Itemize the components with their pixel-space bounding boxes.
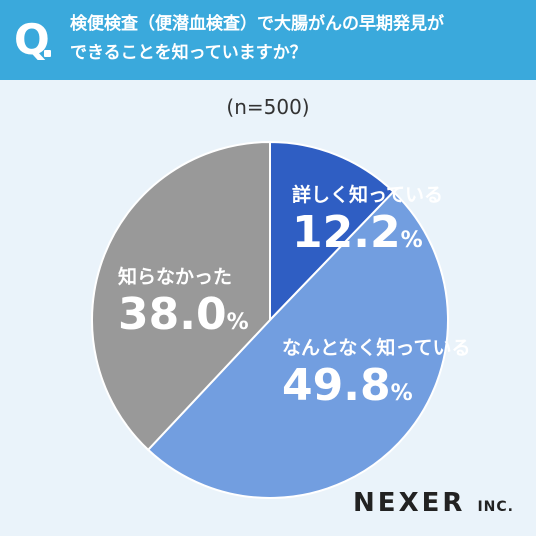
question-text: 検便検査（便潜血検査）で大腸がんの早期発見が できることを知っていますか？ xyxy=(70,10,526,68)
sample-size: (n=500) xyxy=(226,95,310,119)
slice-value-detailed: 12.2% xyxy=(292,207,423,258)
slice-label-detailed: 詳しく知っている 12.2% xyxy=(292,183,443,267)
slice-value-unaware: 38.0% xyxy=(118,289,249,340)
pie-slice-unaware xyxy=(91,140,271,452)
question-dot xyxy=(44,50,51,57)
question-line-2: できることを知っていますか？ xyxy=(70,43,307,63)
slice-name-unaware: 知らなかった xyxy=(118,266,233,288)
slice-name-vaguely: なんとなく知っている xyxy=(282,337,471,359)
question-header: Q 検便検査（便潜血検査）で大腸がんの早期発見が できることを知っていますか？ xyxy=(0,0,536,80)
pie-slice-detailed xyxy=(269,140,395,323)
slice-label-vaguely: なんとなく知っている 49.8% xyxy=(282,336,470,420)
question-line-1: 検便検査（便潜血検査）で大腸がんの早期発見が xyxy=(70,14,444,34)
slice-name-detailed: 詳しく知っている xyxy=(292,184,444,206)
question-mark: Q xyxy=(14,15,50,64)
pie-slice-vaguely xyxy=(146,190,449,499)
nexer-logo: NEXER INC. xyxy=(353,488,514,518)
slice-value-vaguely: 49.8% xyxy=(282,360,413,411)
slice-label-unaware: 知らなかった 38.0% xyxy=(118,265,249,349)
